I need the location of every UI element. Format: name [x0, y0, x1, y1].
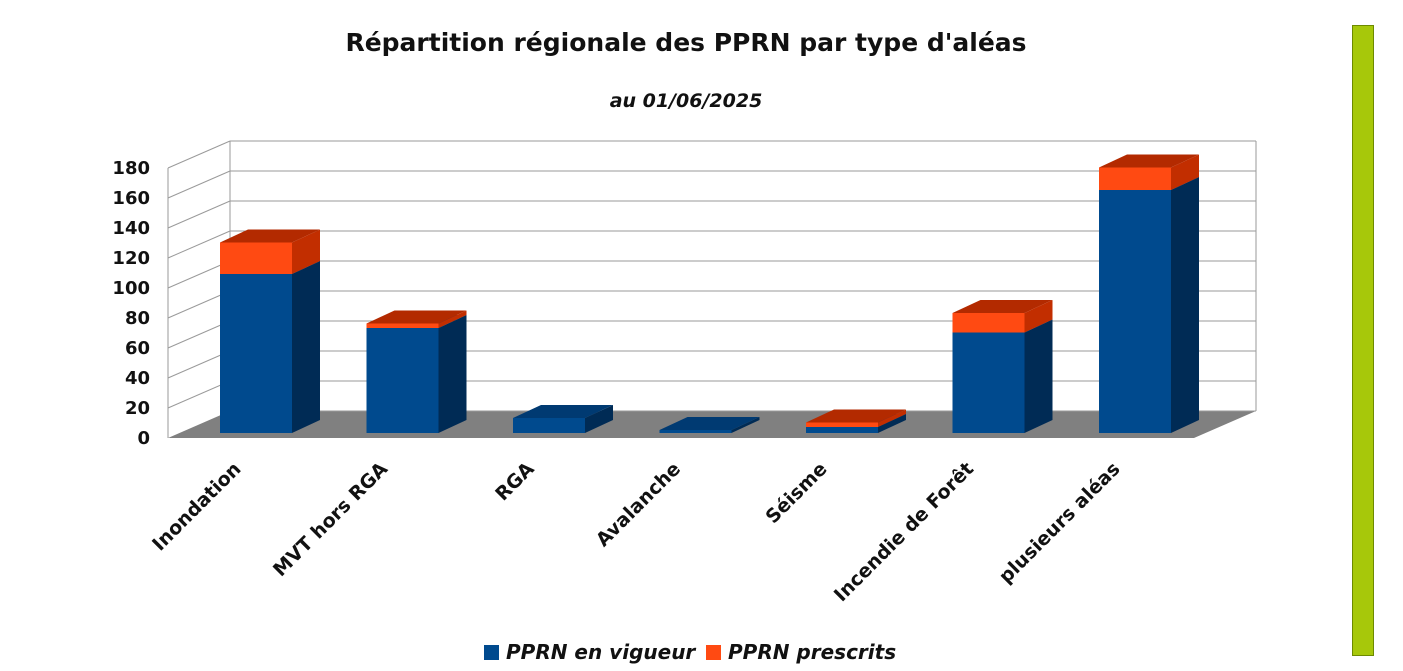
- x-tick-label: Incendie de Forêt: [830, 458, 978, 606]
- gridline-left-wall: [167, 350, 231, 379]
- bar-side-prescrits: [292, 229, 320, 274]
- bar-group-3: [659, 417, 760, 433]
- y-tick-label: 120: [112, 248, 150, 269]
- bar-front-prescrits: [806, 422, 878, 427]
- legend-label-en-vigueur: PPRN en vigueur: [506, 640, 696, 664]
- gridline-left-wall: [167, 380, 231, 409]
- x-tick-label: MVT hors RGA: [269, 458, 392, 581]
- gridline-left-wall: [167, 320, 231, 349]
- bar-group-6: [1099, 154, 1199, 433]
- x-tick-label: plusieurs aléas: [995, 458, 1125, 588]
- bar-side-en-vigueur: [878, 414, 906, 433]
- bar-group-2: [513, 405, 613, 433]
- bar-side-prescrits: [438, 310, 467, 328]
- bar-front-en-vigueur: [220, 274, 292, 433]
- bar-top-prescrits: [806, 409, 906, 423]
- bar-top-prescrits: [1099, 154, 1199, 168]
- chart-subtitle: au 01/06/2025: [610, 90, 763, 112]
- bar-side-en-vigueur: [1024, 319, 1053, 433]
- decorative-side-bar: [1352, 25, 1374, 656]
- bar-front-en-vigueur: [513, 418, 585, 433]
- y-tick-label: 0: [137, 428, 150, 449]
- chart-walls: [167, 140, 1257, 438]
- bar-front-en-vigueur: [952, 332, 1025, 433]
- y-tick-label: 20: [125, 398, 150, 419]
- bar-top-en-vigueur: [659, 417, 760, 430]
- bar-group-5: [952, 300, 1053, 433]
- bar-front-prescrits: [1099, 167, 1171, 190]
- bar-front-prescrits: [220, 242, 292, 274]
- gridline-left-wall: [167, 290, 231, 319]
- gridline-left-wall: [167, 200, 231, 229]
- legend-swatch-en-vigueur: [484, 645, 499, 660]
- gridline-left-wall: [167, 230, 231, 259]
- gridline-left-wall: [167, 260, 231, 289]
- y-tick-label: 100: [112, 278, 150, 299]
- x-axis: Inondation MVT hors RGA RGA Avalanche Séisme…: [148, 458, 1124, 606]
- y-tick-label: 60: [125, 338, 150, 359]
- legend: PPRN en vigueur PPRN prescrits: [484, 640, 896, 664]
- bar-group-4: [806, 409, 906, 433]
- bars: [220, 154, 1199, 433]
- bar-front-en-vigueur: [366, 328, 439, 433]
- chart-title: Répartition régionale des PPRN par type …: [345, 28, 1026, 57]
- legend-label-prescrits: PPRN prescrits: [728, 640, 896, 664]
- bar-top-prescrits: [220, 229, 320, 243]
- bar-side-en-vigueur: [292, 261, 320, 433]
- bar-side-en-vigueur: [438, 315, 467, 433]
- bar-group-1: [366, 310, 467, 433]
- x-tick-label: Séisme: [761, 458, 831, 528]
- x-tick-label: Avalanche: [592, 458, 685, 551]
- bar-side-prescrits: [1171, 154, 1199, 190]
- bar-side-prescrits: [878, 409, 906, 427]
- y-axis: 0 20 40 60 80 100 120 140 160 180: [112, 158, 150, 449]
- y-tick-label: 40: [125, 368, 150, 389]
- bar-side-en-vigueur: [585, 405, 613, 433]
- bar-side-en-vigueur: [1171, 177, 1199, 433]
- bar-group-0: [220, 229, 320, 433]
- bar-top-prescrits: [366, 310, 467, 324]
- bar-front-en-vigueur: [1099, 190, 1171, 433]
- x-tick-label: RGA: [491, 458, 539, 506]
- y-tick-label: 140: [112, 218, 150, 239]
- y-tick-label: 180: [112, 158, 150, 179]
- gridline-left-wall: [167, 140, 231, 169]
- bar-front-en-vigueur: [806, 427, 878, 433]
- bar-front-prescrits: [952, 313, 1025, 333]
- gridline-left-wall: [167, 170, 231, 199]
- bar-front-en-vigueur: [659, 430, 732, 433]
- bar-top-en-vigueur: [513, 405, 613, 418]
- bar-side-en-vigueur: [731, 417, 760, 433]
- bar-top-prescrits: [952, 300, 1053, 313]
- y-tick-label: 80: [125, 308, 150, 329]
- legend-swatch-prescrits: [706, 645, 721, 660]
- y-tick-label: 160: [112, 188, 150, 209]
- bar-front-prescrits: [366, 323, 439, 328]
- x-tick-label: Inondation: [148, 458, 245, 555]
- bar-side-prescrits: [1024, 300, 1053, 333]
